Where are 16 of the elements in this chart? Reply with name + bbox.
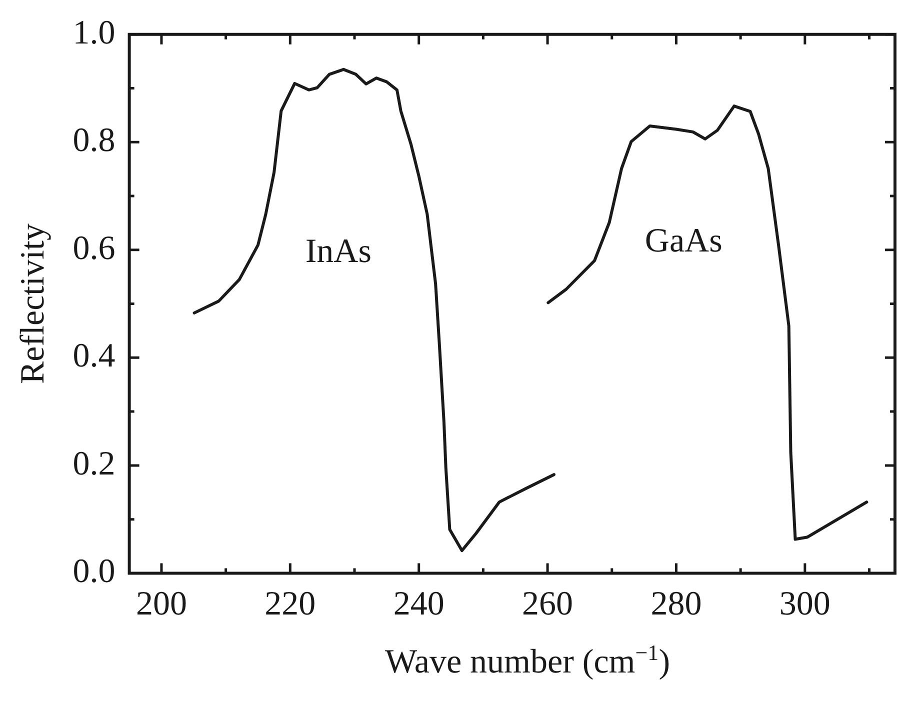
y-tick-label: 0.6 [72,230,116,267]
y-tick-label: 0.2 [72,445,116,482]
y-axis-title: Reflectivity [14,224,52,384]
y-tick-label: 0.8 [72,122,116,160]
x-axis-title: Wave number (cm$^{−1}$) [384,640,672,682]
text: 0.0 [72,553,116,590]
series-label: GaAs [644,222,722,260]
series-label: InAs [305,232,372,270]
text: 1.0 [72,14,116,52]
x-tick-label: 300 [779,586,830,623]
x-tick-label: 220 [264,586,316,623]
x-tick-label: 200 [136,586,187,623]
y-tick-label: 0.4 [72,338,116,375]
x-tick-label: 260 [522,586,574,623]
x-tick-label: 280 [650,586,702,623]
x-tick-label: 240 [393,586,444,623]
